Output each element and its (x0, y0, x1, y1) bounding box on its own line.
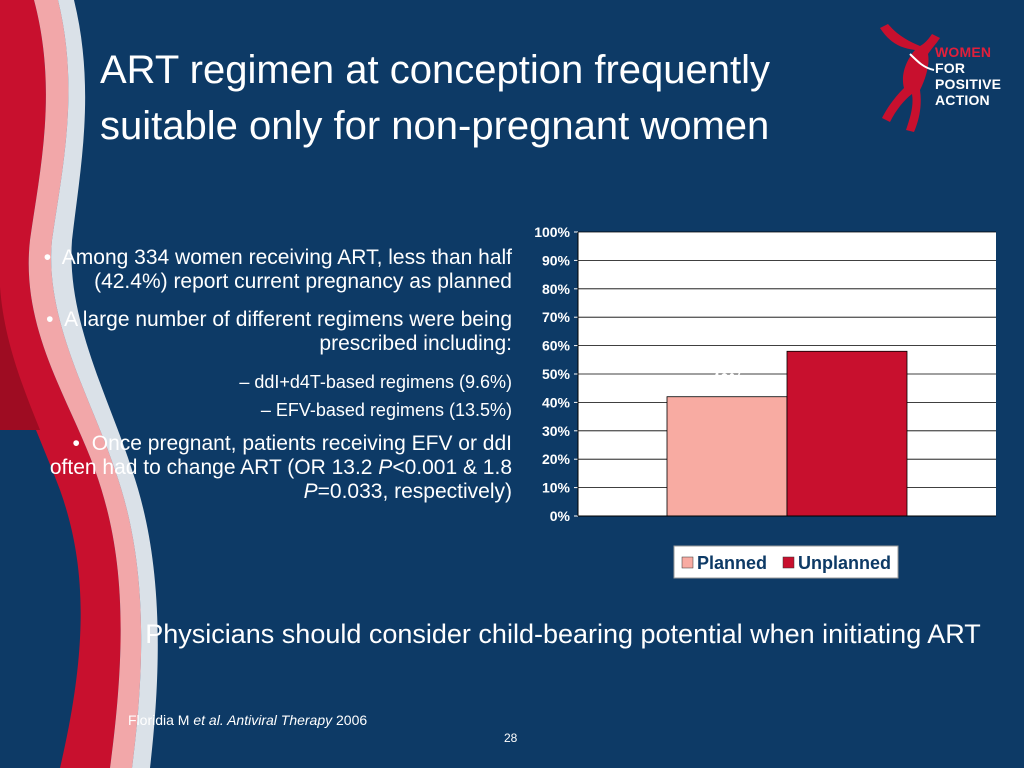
citation-journal: et al. Antiviral Therapy (193, 712, 333, 728)
y-tick-label: 40% (542, 394, 571, 410)
bar-planned (666, 396, 788, 517)
logo-line-for: FOR (935, 60, 966, 76)
sub-bullet-item: – EFV-based regimens (13.5%) (40, 398, 512, 422)
y-tick-label: 10% (542, 480, 571, 496)
bar-labels: 42% 58% (711, 326, 863, 388)
conclusion-text: Physicians should consider child-bearing… (145, 619, 981, 649)
y-tick-label: 0% (550, 508, 571, 524)
legend-swatch-unplanned (782, 556, 795, 569)
bullet-marker: • (43, 246, 52, 269)
bullet-text: Among 334 women receiving ART, less than… (61, 246, 512, 293)
citation-author: Floridia M (128, 712, 194, 728)
y-tick-label: 60% (542, 338, 571, 354)
bullet-item: • Once pregnant, patients receiving EFV … (40, 432, 512, 504)
slide-title: ART regimen at conception frequently sui… (100, 48, 771, 148)
logo-text: WOMEN FOR POSITIVE ACTION (935, 44, 1001, 108)
bullet-text-mid: <0.001 & 1.8 (392, 456, 512, 479)
dash-marker: – (260, 400, 271, 420)
p-symbol: P (303, 480, 318, 503)
bullet-item: • A large number of different regimens w… (40, 308, 512, 356)
bar-chart: 0% 10% 20% 30% 40% 50% 60% 70% 80% 90% 100% 42% 58%… (534, 224, 996, 579)
bullet-text-pre: Once pregnant, patients receiving EFV or… (49, 432, 512, 479)
p-symbol: P (378, 456, 393, 479)
data-label-unplanned: 58% (831, 326, 863, 343)
bullet-list: • Among 334 women receiving ART, less th… (40, 246, 512, 518)
legend: Planned Unplanned (673, 545, 899, 579)
sub-bullet-text: ddI+d4T-based regimens (9.6%) (254, 372, 512, 392)
sub-bullet-text: EFV-based regimens (13.5%) (275, 400, 512, 420)
bullet-item: • Among 334 women receiving ART, less th… (40, 246, 512, 294)
legend-label-unplanned: Unplanned (798, 553, 891, 573)
logo-line-action: ACTION (935, 92, 990, 108)
page-number: 28 (504, 731, 518, 745)
citation-year: 2006 (332, 712, 368, 728)
logo-line-women: WOMEN (935, 44, 992, 60)
y-tick-label: 50% (542, 366, 571, 382)
women-for-positive-action-logo (880, 24, 940, 132)
bullet-marker: • (46, 308, 54, 331)
legend-swatch-planned (681, 556, 694, 569)
y-axis-ticks: 0% 10% 20% 30% 40% 50% 60% 70% 80% 90% 100% (534, 224, 578, 524)
bullet-marker: • (72, 432, 80, 455)
bars (666, 350, 908, 517)
sub-bullet-item: – ddI+d4T-based regimens (9.6%) (40, 370, 512, 394)
logo-line-positive: POSITIVE (935, 76, 1002, 92)
bullet-text-post: =0.033, respectively) (317, 480, 512, 503)
y-tick-label: 30% (542, 423, 571, 439)
y-tick-label: 80% (542, 281, 571, 297)
dash-marker: – (239, 372, 250, 392)
data-label-planned: 42% (711, 372, 743, 389)
y-tick-label: 90% (542, 252, 571, 268)
citation: Floridia M et al. Antiviral Therapy 2006 (128, 712, 367, 728)
bullet-text: A large number of different regimens wer… (64, 308, 512, 355)
y-tick-label: 70% (542, 309, 571, 325)
y-tick-label: 100% (534, 224, 570, 240)
y-tick-label: 20% (542, 451, 571, 467)
bar-unplanned (786, 350, 908, 517)
legend-label-planned: Planned (697, 553, 767, 573)
